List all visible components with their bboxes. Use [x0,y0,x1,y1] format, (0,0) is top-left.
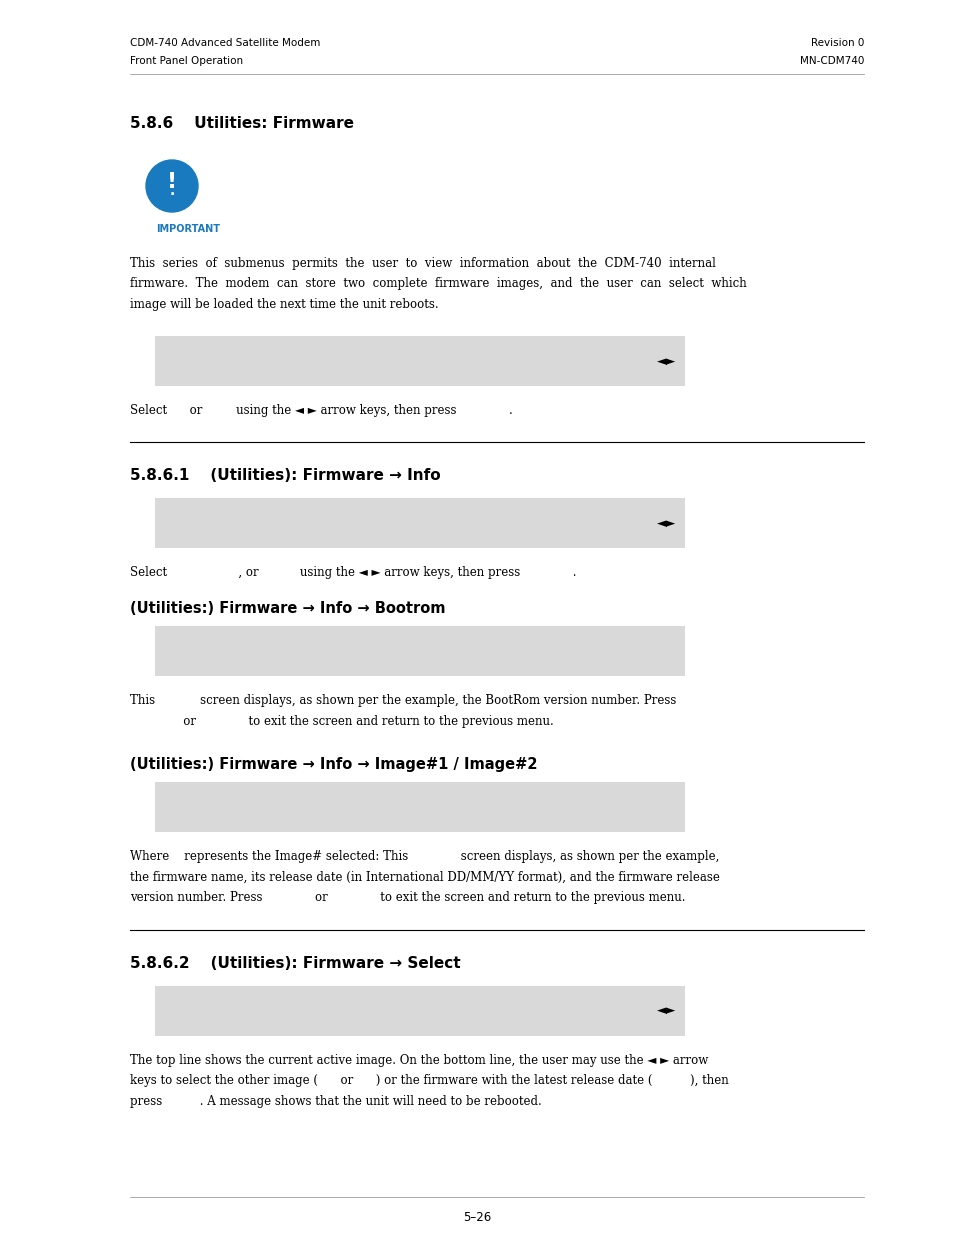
Text: 5.8.6    Utilities: Firmware: 5.8.6 Utilities: Firmware [130,116,354,131]
Text: Revision 0: Revision 0 [810,38,863,48]
Text: ◄►: ◄► [657,1004,676,1018]
Text: ◄►: ◄► [657,354,676,368]
Text: firmware.  The  modem  can  store  two  complete  firmware  images,  and  the  u: firmware. The modem can store two comple… [130,278,746,290]
Text: Front Panel Operation: Front Panel Operation [130,56,243,65]
Text: (Utilities:) Firmware → Info → Image#1 / Image#2: (Utilities:) Firmware → Info → Image#1 /… [130,757,537,773]
FancyBboxPatch shape [154,783,684,832]
FancyBboxPatch shape [154,626,684,677]
Text: The top line shows the current active image. On the bottom line, the user may us: The top line shows the current active im… [130,1053,707,1067]
FancyBboxPatch shape [154,336,684,387]
Text: Select                   , or           using the ◄ ► arrow keys, then press    : Select , or using the ◄ ► arrow keys, th… [130,567,576,579]
Text: keys to select the other image (      or      ) or the firmware with the latest : keys to select the other image ( or ) or… [130,1074,728,1088]
Circle shape [146,161,198,212]
Text: This            screen displays, as shown per the example, the BootRom version n: This screen displays, as shown per the e… [130,694,676,708]
Text: .: . [170,184,174,198]
Text: 5–26: 5–26 [462,1212,491,1224]
Text: or              to exit the screen and return to the previous menu.: or to exit the screen and return to the … [142,715,553,727]
Text: 5.8.6.2    (Utilities): Firmware → Select: 5.8.6.2 (Utilities): Firmware → Select [130,956,460,971]
FancyBboxPatch shape [154,986,684,1036]
Text: 5.8.6.1    (Utilities): Firmware → Info: 5.8.6.1 (Utilities): Firmware → Info [130,468,440,483]
Text: Select      or         using the ◄ ► arrow keys, then press              .: Select or using the ◄ ► arrow keys, then… [130,405,512,417]
Text: the firmware name, its release date (in International DD/MM/YY format), and the : the firmware name, its release date (in … [130,871,720,884]
Text: CDM-740 Advanced Satellite Modem: CDM-740 Advanced Satellite Modem [130,38,320,48]
Text: press          . A message shows that the unit will need to be rebooted.: press . A message shows that the unit wi… [130,1095,541,1108]
Text: (Utilities:) Firmware → Info → Bootrom: (Utilities:) Firmware → Info → Bootrom [130,601,445,616]
Text: image will be loaded the next time the unit reboots.: image will be loaded the next time the u… [130,298,438,311]
Text: MN-CDM740: MN-CDM740 [799,56,863,65]
Text: Where    represents the Image# selected: This              screen displays, as s: Where represents the Image# selected: Th… [130,851,719,863]
Text: IMPORTANT: IMPORTANT [156,224,220,233]
Text: version number. Press              or              to exit the screen and return: version number. Press or to exit the scr… [130,892,685,904]
Text: !: ! [167,172,177,191]
Text: ◄►: ◄► [657,517,676,530]
FancyBboxPatch shape [154,499,684,548]
Text: This  series  of  submenus  permits  the  user  to  view  information  about  th: This series of submenus permits the user… [130,257,715,270]
